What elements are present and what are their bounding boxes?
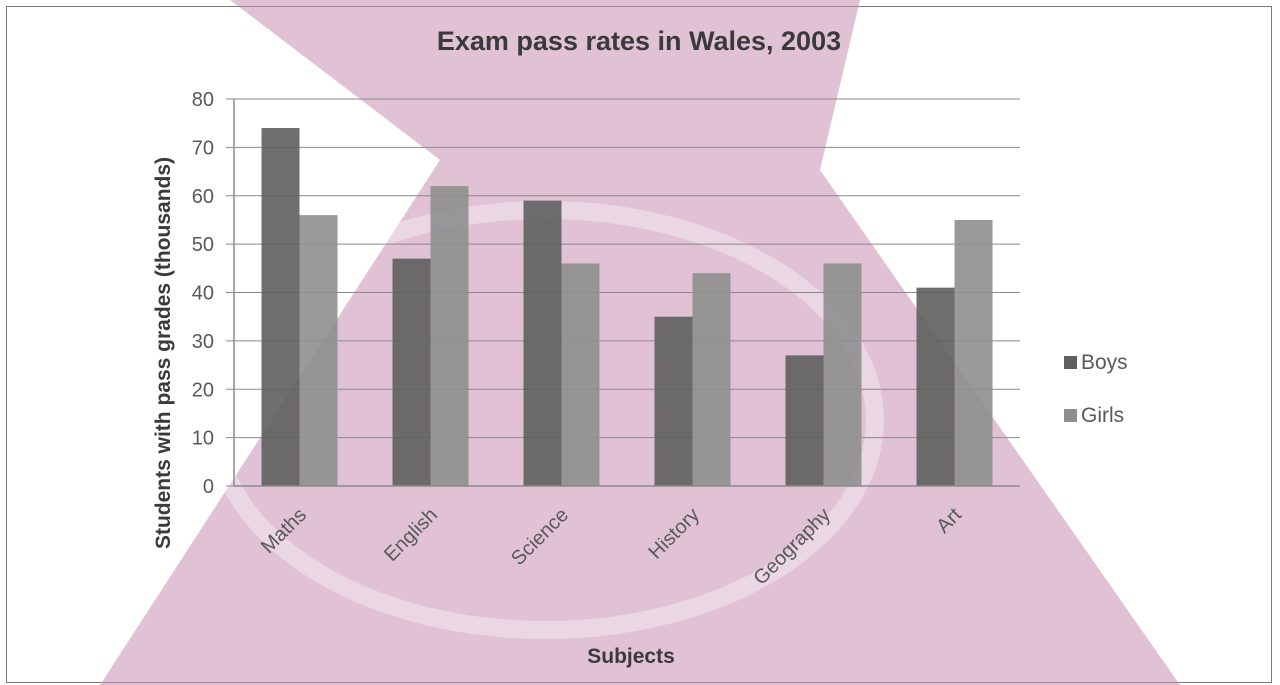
legend: Boys Girls (1064, 351, 1128, 427)
background-watermark-shape (100, 0, 1180, 685)
y-tick-label: 30 (192, 331, 214, 353)
x-axis-title: Subjects (587, 645, 675, 668)
bar-girls-geography (823, 263, 862, 486)
y-tick-label: 0 (203, 476, 214, 498)
y-axis-title: Students with pass grades (thousands) (152, 157, 175, 549)
y-tick-label: 70 (192, 137, 214, 159)
bar-girls-history (692, 273, 731, 486)
bar-boys-art (916, 287, 955, 486)
y-axis-ticks: 0 10 20 30 40 50 60 70 80 (192, 89, 234, 498)
y-tick-label: 20 (192, 379, 214, 401)
gridlines (234, 98, 1020, 439)
y-tick-label: 40 (192, 283, 214, 305)
y-tick-label: 60 (192, 186, 214, 208)
y-tick-label: 50 (192, 234, 214, 256)
bar-boys-geography (785, 355, 824, 486)
bars (261, 128, 993, 486)
legend-swatch-girls (1064, 409, 1077, 422)
legend-label-girls: Girls (1081, 404, 1124, 427)
bar-girls-maths (299, 215, 338, 486)
bar-boys-history (654, 316, 693, 486)
legend-label-boys: Boys (1081, 351, 1128, 374)
legend-swatch-boys (1064, 356, 1077, 369)
chart-title: Exam pass rates in Wales, 2003 (437, 26, 841, 56)
bar-boys-maths (261, 128, 300, 486)
bar-boys-science (523, 200, 562, 486)
y-tick-label: 10 (192, 428, 214, 450)
y-tick-label: 80 (192, 89, 214, 111)
bar-girls-art (954, 219, 993, 486)
bar-girls-science (561, 263, 600, 486)
bar-boys-english (392, 258, 431, 486)
bar-girls-english (430, 186, 469, 486)
